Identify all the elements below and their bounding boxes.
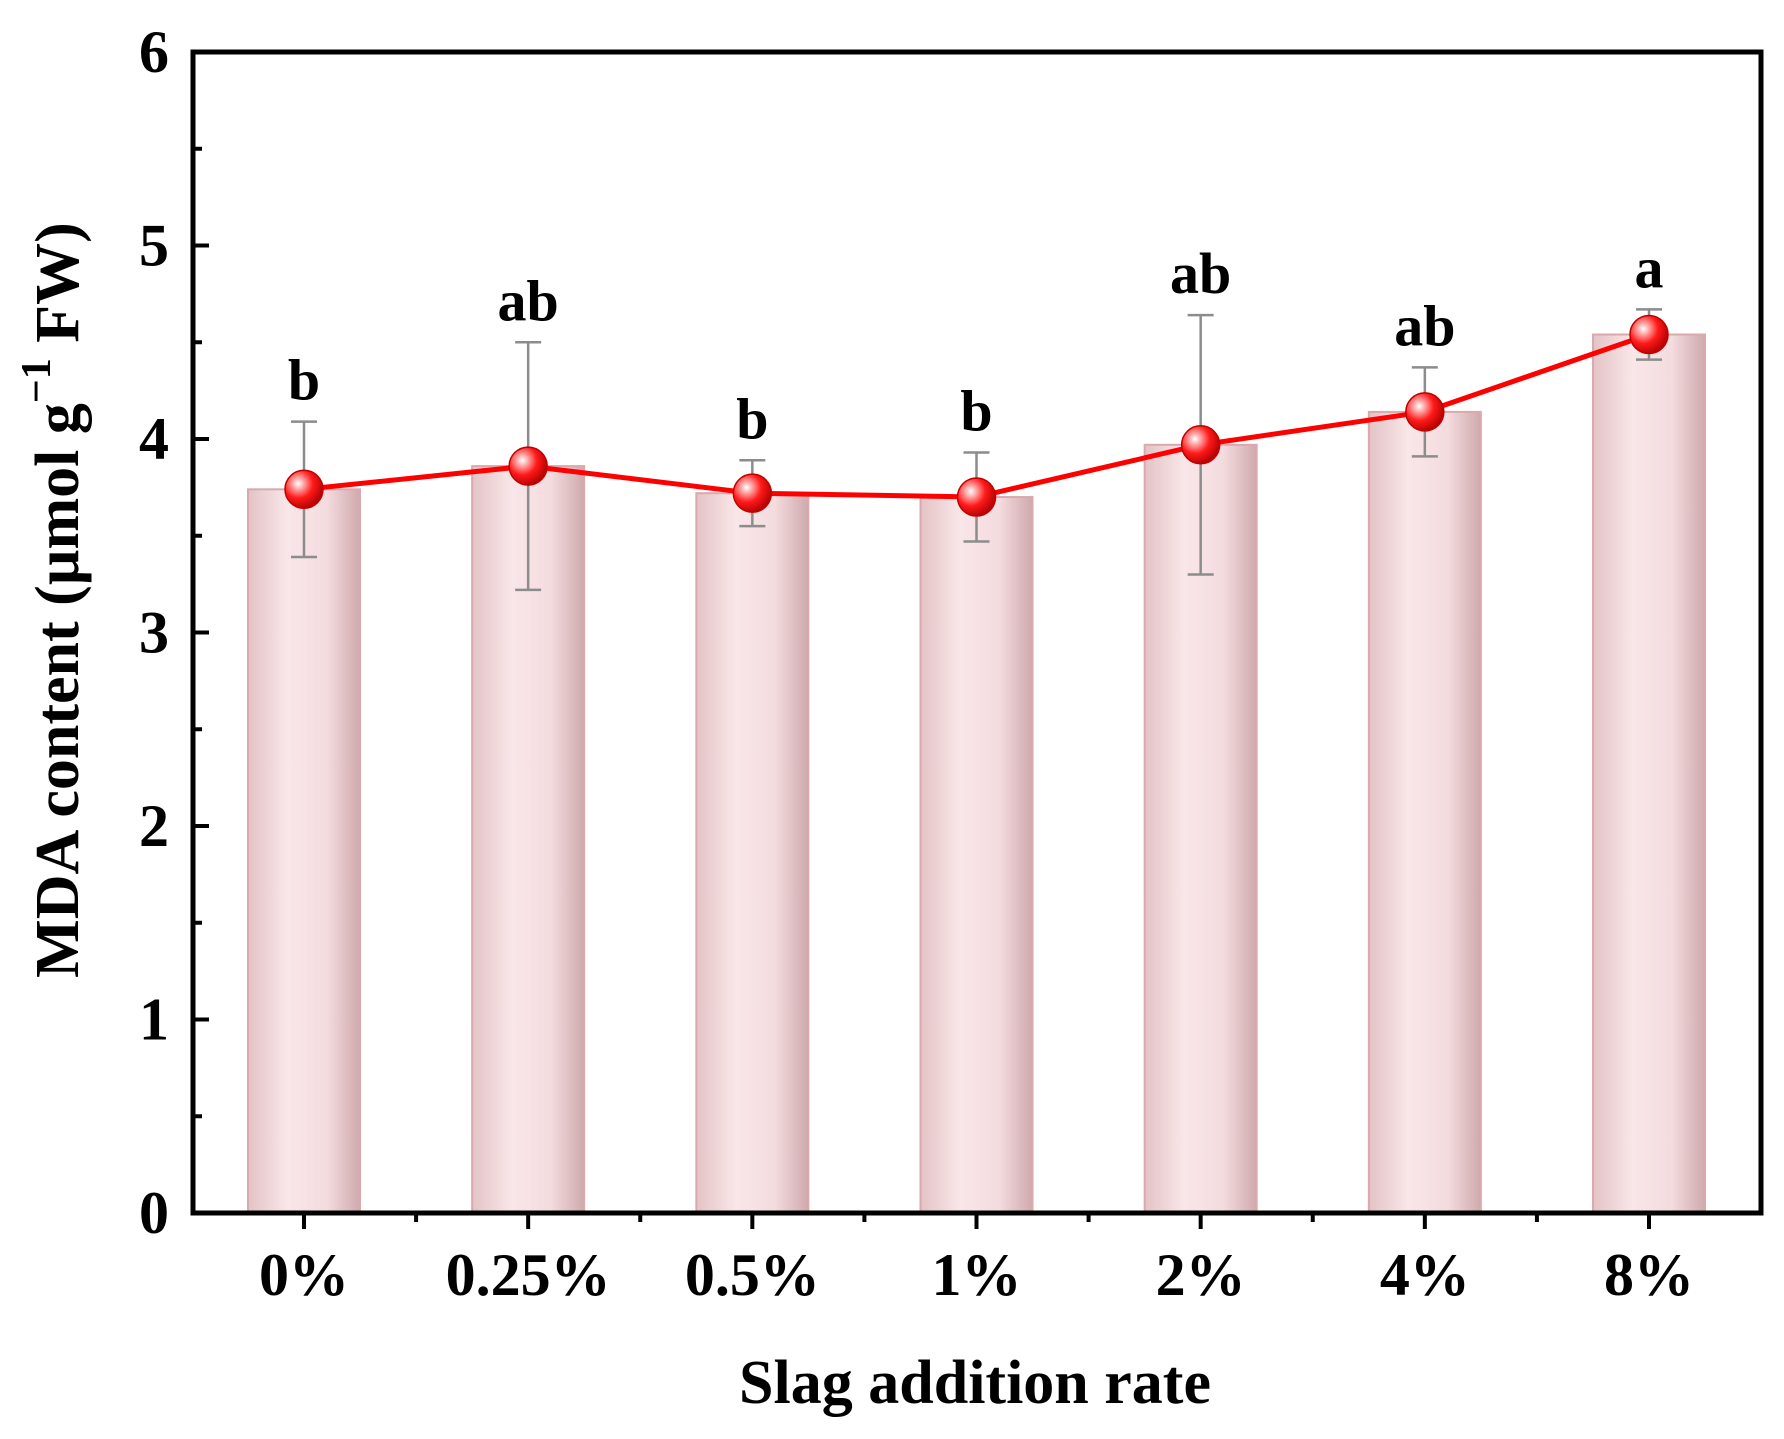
data-point-0.25% (508, 446, 548, 486)
significance-label-8%: a (1635, 235, 1664, 300)
x-tick-label-1%: 1% (932, 1242, 1022, 1308)
bar-0.5% (695, 492, 810, 1214)
y-axis-title: MDA content (µmol g−1 FW) (14, 222, 92, 978)
tick-labels-layer: 0 1 2 3 4 5 6 0% 0.25% 0.5% 1% 2% 4% 8% (139, 19, 1694, 1308)
y-tick-label-6: 6 (139, 19, 169, 85)
significance-label-2%: ab (1170, 241, 1231, 306)
x-tick-label-0%: 0% (259, 1242, 349, 1308)
significance-label-4%: ab (1394, 293, 1455, 358)
bars-layer (247, 333, 1706, 1215)
data-point-0% (284, 469, 324, 510)
significance-label-0.25%: ab (498, 268, 559, 333)
bar-4% (1367, 410, 1482, 1215)
x-axis-title: Slag addition rate (739, 1349, 1211, 1417)
y-axis-title-main: MDA content (µmol g (24, 403, 92, 978)
y-tick-label-0: 0 (139, 1180, 169, 1246)
x-tick-label-0.25%: 0.25% (446, 1242, 611, 1308)
y-tick-label-4: 4 (139, 406, 169, 472)
axes-layer (190, 49, 1764, 1229)
markers-layer (284, 314, 1669, 517)
y-axis-title-superscript: −1 (14, 358, 60, 403)
bar-0% (247, 488, 361, 1214)
significance-label-1%: b (960, 379, 992, 444)
bar-8% (1592, 333, 1706, 1214)
x-tick-label-4%: 4% (1380, 1242, 1470, 1308)
y-tick-label-5: 5 (139, 213, 169, 279)
y-tick-label-3: 3 (139, 600, 169, 666)
data-point-1% (956, 477, 997, 517)
data-point-4% (1405, 392, 1445, 432)
y-tick-label-1: 1 (139, 987, 169, 1053)
y-tick-label-2: 2 (139, 793, 169, 859)
y-axis-title-tail: FW) (24, 222, 92, 358)
data-point-0.5% (732, 473, 773, 513)
data-point-2% (1180, 425, 1221, 465)
x-tick-label-0.5%: 0.5% (685, 1242, 820, 1308)
data-point-8% (1629, 314, 1669, 355)
x-tick-label-8%: 8% (1604, 1242, 1694, 1308)
significance-labels-layer: b ab b b ab ab a (288, 235, 1664, 451)
x-tick-label-2%: 2% (1156, 1242, 1246, 1308)
significance-label-0%: b (288, 348, 320, 413)
significance-label-0.5%: b (736, 386, 768, 451)
bar-1% (919, 496, 1034, 1214)
